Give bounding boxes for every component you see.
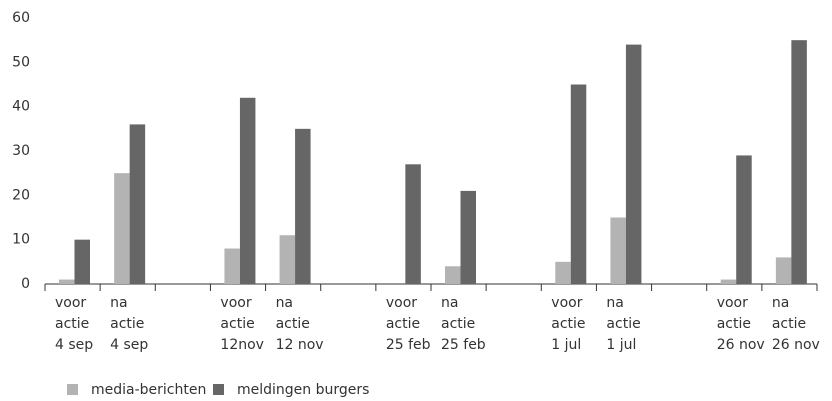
bar [791, 40, 807, 284]
x-tick-label: actie [220, 316, 254, 332]
bar [59, 279, 75, 284]
bar [405, 164, 421, 284]
x-tick-label: actie [55, 316, 89, 332]
x-tick-label: actie [717, 316, 751, 332]
x-tick-label: voor [386, 295, 417, 311]
x-tick-label: actie [386, 316, 420, 332]
bar [224, 248, 240, 284]
x-tick-label: actie [110, 316, 144, 332]
bar [279, 235, 296, 284]
bar [555, 261, 571, 284]
y-tick-label: 60 [12, 10, 30, 26]
x-tick-label: voor [551, 295, 582, 311]
legend-swatch [213, 384, 224, 395]
bar [625, 44, 642, 284]
y-tick-label: 30 [12, 143, 30, 159]
bar [239, 97, 256, 284]
legend-label: media-berichten [91, 382, 206, 398]
bar [114, 173, 130, 284]
y-tick-label: 10 [12, 232, 30, 248]
x-tick-label: na [772, 295, 789, 311]
x-tick-label: 1 jul [551, 337, 581, 353]
x-tick-label: actie [551, 316, 585, 332]
y-tick-label: 50 [12, 54, 30, 70]
x-tick-label: 26 nov [772, 337, 820, 353]
x-tick-label: 25 feb [441, 337, 486, 353]
x-tick-label: na [441, 295, 458, 311]
y-tick-label: 40 [12, 99, 30, 115]
x-tick-label: 12nov [220, 337, 264, 353]
x-tick-label: 4 sep [110, 337, 148, 353]
bar [460, 190, 476, 284]
bar [74, 239, 90, 284]
x-tick-label: actie [441, 316, 475, 332]
y-tick-label: 0 [21, 276, 30, 292]
x-tick-label: na [110, 295, 127, 311]
x-tick-label: actie [276, 316, 310, 332]
x-tick-label: voor [55, 295, 86, 311]
x-tick-label: voor [220, 295, 251, 311]
x-tick-label: 26 nov [717, 337, 765, 353]
bar [570, 84, 587, 284]
bar [295, 128, 311, 284]
bar [610, 217, 626, 284]
bar [775, 257, 792, 284]
x-tick-label: actie [772, 316, 806, 332]
x-tick-label: voor [717, 295, 748, 311]
x-tick-label: 1 jul [606, 337, 636, 353]
x-tick-label: actie [606, 316, 640, 332]
legend-swatch [67, 384, 78, 395]
y-tick-label: 20 [12, 187, 30, 203]
bar [129, 124, 146, 285]
x-tick-label: 12 nov [276, 337, 324, 353]
legend-label: meldingen burgers [237, 382, 369, 398]
x-tick-label: 4 sep [55, 337, 93, 353]
x-tick-label: 25 feb [386, 337, 431, 353]
bar [736, 155, 752, 284]
x-tick-label: na [276, 295, 293, 311]
bar [720, 279, 737, 284]
bar [445, 266, 461, 284]
x-tick-label: na [606, 295, 623, 311]
